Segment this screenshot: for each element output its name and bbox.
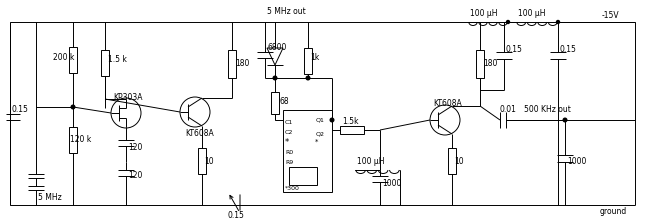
Text: 6800: 6800: [267, 43, 286, 52]
Text: 0.15: 0.15: [12, 106, 29, 114]
Text: 5 MHz out: 5 MHz out: [267, 7, 306, 17]
Text: R9: R9: [285, 159, 293, 164]
Circle shape: [71, 105, 75, 109]
Bar: [289, 167, 317, 185]
Text: 0.01: 0.01: [500, 105, 517, 114]
Text: 180: 180: [483, 58, 497, 67]
Text: 500 KHz out: 500 KHz out: [524, 106, 571, 114]
Text: 1k: 1k: [310, 54, 319, 62]
Bar: [448, 148, 456, 174]
Bar: [340, 126, 364, 134]
Text: -15V: -15V: [602, 11, 620, 21]
Circle shape: [330, 118, 334, 122]
Circle shape: [556, 21, 559, 24]
Bar: [198, 148, 206, 174]
Text: 5 MHz: 5 MHz: [38, 192, 62, 202]
Text: 120: 120: [128, 144, 142, 153]
Text: 0.15: 0.15: [228, 211, 245, 220]
Bar: [69, 47, 77, 73]
Text: 68: 68: [279, 97, 289, 106]
Text: 100 μH: 100 μH: [357, 157, 384, 166]
Bar: [283, 110, 332, 192]
Text: 1000: 1000: [382, 179, 401, 187]
Text: *: *: [315, 139, 319, 145]
Text: 180: 180: [235, 58, 249, 67]
Text: *: *: [285, 138, 289, 146]
Text: 1000: 1000: [567, 157, 587, 166]
Bar: [69, 127, 77, 153]
Text: 1.5k: 1.5k: [342, 116, 358, 125]
Text: 1.5 k: 1.5 k: [108, 56, 127, 65]
Text: 100 μH: 100 μH: [518, 9, 546, 17]
Text: 120 k: 120 k: [70, 136, 92, 144]
Circle shape: [506, 21, 509, 24]
Text: 100 μH: 100 μH: [470, 9, 498, 17]
Text: KT608A: KT608A: [433, 99, 461, 108]
Text: 0.15: 0.15: [560, 45, 577, 54]
Text: Q1: Q1: [316, 118, 325, 123]
Bar: [304, 48, 312, 74]
Text: 10: 10: [454, 157, 463, 166]
Bar: [271, 92, 279, 114]
Bar: [476, 50, 484, 78]
Text: ground: ground: [600, 207, 627, 217]
Text: R0: R0: [285, 149, 293, 155]
Circle shape: [563, 118, 567, 122]
Text: KT608A: KT608A: [185, 129, 214, 138]
Text: C1: C1: [285, 119, 293, 125]
Bar: [101, 50, 109, 76]
Bar: [228, 50, 236, 78]
Circle shape: [306, 76, 310, 80]
Circle shape: [273, 76, 277, 80]
Text: 10: 10: [204, 157, 214, 166]
Text: Q2: Q2: [316, 131, 325, 136]
Text: *300: *300: [285, 185, 300, 190]
Text: C2: C2: [285, 129, 293, 134]
Text: 120: 120: [128, 172, 142, 181]
Text: 0.15: 0.15: [506, 45, 523, 54]
Text: 200 k: 200 k: [53, 54, 75, 62]
Text: KP303A: KP303A: [113, 93, 143, 103]
